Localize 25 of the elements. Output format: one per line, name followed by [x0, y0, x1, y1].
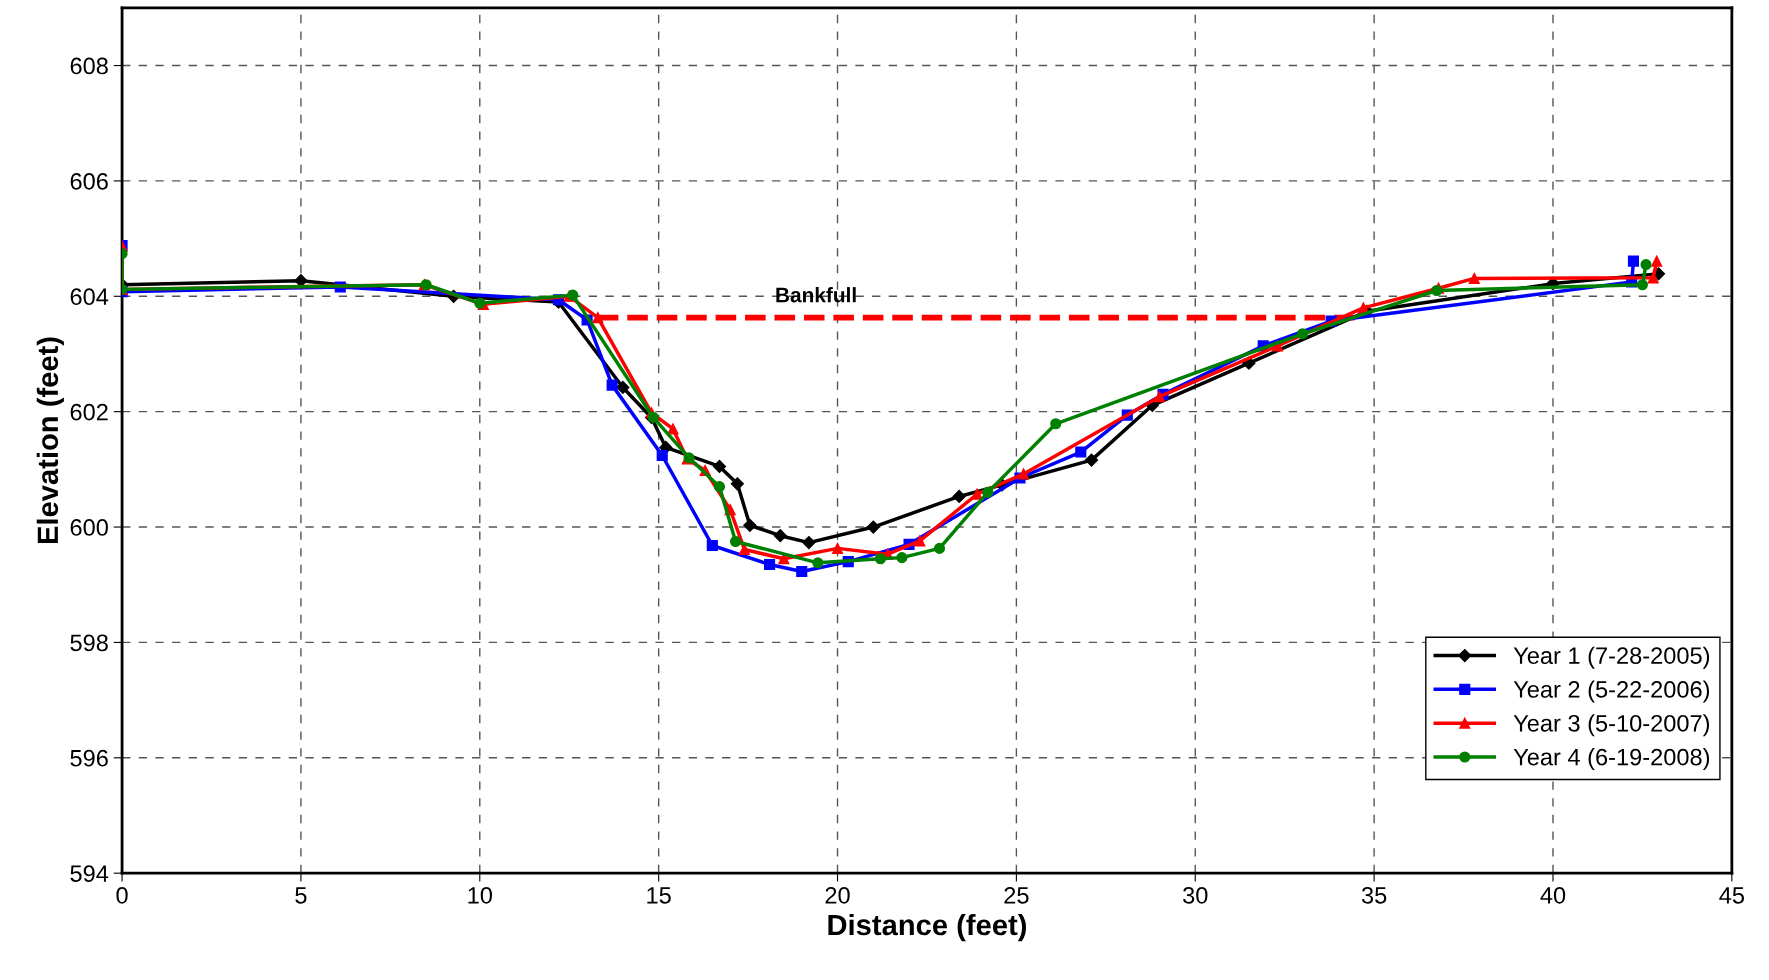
x-tick-label: 40: [1540, 887, 1566, 904]
x-tick-label: 0: [116, 887, 128, 904]
y-tick-label: 606: [70, 172, 108, 190]
x-tick-label: 30: [1183, 887, 1208, 904]
y-tick-label: 602: [70, 403, 108, 421]
x-tick-label: 35: [1361, 887, 1387, 904]
legend-label: Year 4 (6-19-2008): [1513, 748, 1710, 771]
x-tick-label: 10: [468, 887, 492, 904]
annotation: Bankfull: [776, 287, 856, 303]
x-tick-label: 5: [295, 887, 307, 904]
x-tick-label: 15: [647, 887, 671, 904]
x-tick-label: 25: [1004, 887, 1029, 904]
y-tick-label: 604: [70, 288, 109, 306]
x-axis-title: Distance (feet): [828, 913, 1026, 942]
x-tick-label: 45: [1719, 887, 1744, 904]
y-axis-title: Elevation (feet): [36, 337, 64, 544]
legend-label: Year 1 (7-28-2005): [1513, 646, 1710, 669]
y-tick-label: 598: [70, 634, 108, 652]
legend-label: Year 2 (5-22-2006): [1513, 680, 1710, 703]
y-tick-label: 596: [70, 749, 108, 767]
y-tick-label: 600: [70, 519, 108, 536]
y-tick-label: 608: [70, 57, 108, 75]
y-tick-label: 594: [70, 865, 109, 882]
x-tick-label: 20: [825, 887, 850, 904]
legend-label: Year 3 (5-10-2007): [1513, 714, 1710, 737]
